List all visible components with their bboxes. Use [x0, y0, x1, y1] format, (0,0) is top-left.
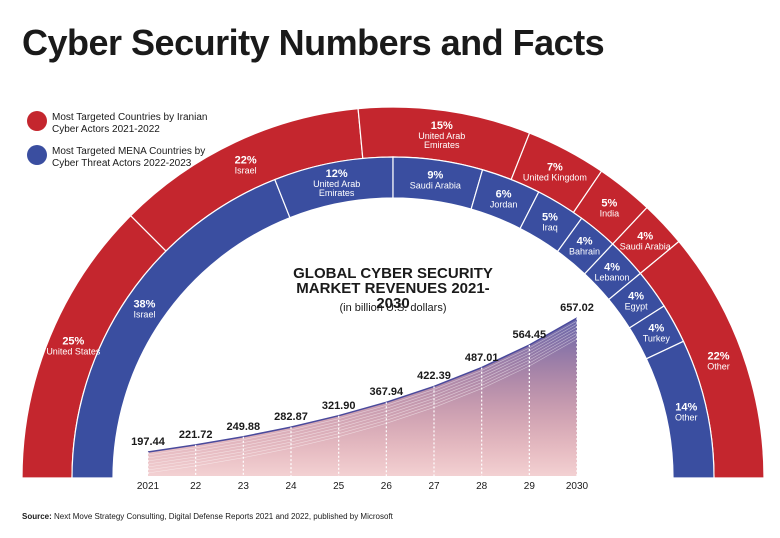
segment-name: India	[599, 208, 620, 219]
segment-label: 4% Bahrain	[554, 236, 616, 257]
segment-name: Turkey	[642, 333, 670, 344]
segment-name: United Arab Emirates	[313, 178, 361, 198]
segment-name: Lebanon	[594, 272, 630, 283]
segment-label: 4% Turkey	[625, 323, 687, 344]
area-texture-line	[147, 335, 578, 471]
x-tick-label: 28	[476, 481, 488, 492]
segment-label: 22% Other	[681, 350, 757, 371]
segment-label: 12% United Arab Emirates	[306, 168, 368, 198]
segment-value: 7%	[546, 161, 563, 174]
segment-label: 5% India	[571, 197, 647, 218]
ring-segment	[645, 340, 715, 479]
segment-name: United States	[46, 346, 101, 357]
segment-label: 14% Other	[655, 402, 717, 423]
value-label: 282.87	[274, 411, 308, 424]
area-texture-line	[147, 326, 578, 462]
legend-marker	[27, 145, 47, 165]
segment-label: 4% Lebanon	[581, 262, 643, 283]
segment-value: 4%	[648, 322, 665, 335]
area-texture-line	[147, 332, 578, 468]
segment-name: Israel	[234, 165, 257, 176]
legend-text: Most Targeted MENA Countries by Cyber Th…	[52, 146, 206, 169]
value-label: 564.45	[512, 328, 547, 341]
value-label: 221.72	[178, 428, 213, 441]
segment-name: Other	[707, 361, 730, 372]
x-tick-label: 25	[333, 481, 345, 492]
segment-label: 4% Egypt	[605, 291, 667, 312]
value-label: 367.94	[369, 386, 404, 399]
segment-value: 4%	[604, 261, 620, 274]
segment-label: 38% Israel	[113, 299, 175, 320]
segment-value: 6%	[495, 188, 512, 201]
segment-name: Saudi Arabia	[619, 241, 671, 252]
x-tick-label: 29	[523, 481, 535, 492]
segment-name: Jordan	[489, 199, 518, 210]
segment-label: 15% United Arab Emirates	[404, 120, 480, 150]
segment-value: 38%	[133, 298, 156, 311]
segment-value: 4%	[628, 290, 645, 303]
segment-label: 5% Iraq	[519, 211, 581, 232]
source: Source: Next Move Strategy Consulting, D…	[22, 512, 393, 521]
segment-name: Other	[674, 412, 698, 423]
value-label: 249.88	[226, 420, 261, 433]
segment-label: 7% United Kingdom	[517, 162, 593, 183]
legend-text: Most Targeted Countries by Iranian Cyber…	[52, 112, 208, 135]
segment-value: 25%	[62, 335, 85, 348]
segment-label: 9% Saudi Arabia	[404, 170, 466, 191]
x-tick-label: 23	[237, 481, 249, 492]
area-texture-line	[147, 320, 578, 456]
chart-title: GLOBAL CYBER SECURITY MARKET REVENUES 20…	[293, 265, 493, 312]
segment-name: United Arab Emirates	[418, 131, 466, 151]
value-label: 657.02	[560, 302, 594, 314]
legend-marker	[27, 111, 47, 131]
segment-name: United Kingdom	[522, 172, 587, 183]
segment-value: 22%	[234, 154, 257, 167]
segment-name: Bahrain	[569, 246, 601, 257]
x-tick-label: 2021	[136, 481, 160, 492]
value-label: 422.39	[417, 370, 451, 383]
segment-value: 22%	[707, 350, 730, 363]
x-tick-label: 24	[285, 481, 297, 492]
page-title: Cyber Security Numbers and Facts	[22, 22, 605, 63]
x-tick-label: 22	[190, 481, 202, 492]
value-label: 487.01	[464, 351, 499, 364]
x-tick-label: 26	[380, 481, 392, 492]
segment-label: 6% Jordan	[473, 188, 535, 209]
x-tick-label: 2030	[565, 481, 589, 492]
segment-value: 12%	[325, 167, 348, 180]
area-texture-line	[147, 323, 578, 459]
segment-value: 4%	[576, 235, 593, 248]
segment-name: Israel	[133, 309, 156, 320]
chart-subtitle: (in billion U.S. dollars)	[339, 302, 447, 314]
value-label: 197.44	[131, 436, 165, 448]
source-label: Source:	[22, 512, 52, 521]
segment-value: 15%	[430, 120, 453, 133]
segment-value: 5%	[601, 197, 618, 210]
segment-name: Egypt	[624, 301, 648, 312]
segment-label: 4% Saudi Arabia	[607, 231, 683, 252]
segment-label: 22% Israel	[208, 154, 284, 175]
line	[147, 317, 578, 453]
segment-value: 9%	[427, 169, 444, 182]
area-texture-line	[147, 329, 578, 465]
area-texture-line	[147, 338, 578, 474]
area	[148, 318, 577, 476]
segment-value: 14%	[675, 401, 698, 414]
segment-name: Saudi Arabia	[409, 180, 461, 191]
x-tick-label: 27	[428, 481, 440, 492]
segment-value: 5%	[542, 211, 558, 224]
source-text: Next Move Strategy Consulting, Digital D…	[54, 512, 393, 521]
segment-value: 4%	[637, 230, 654, 243]
value-label: 321.90	[321, 399, 356, 412]
segment-label: 25% United States	[35, 335, 111, 356]
segment-name: Iraq	[542, 222, 558, 233]
